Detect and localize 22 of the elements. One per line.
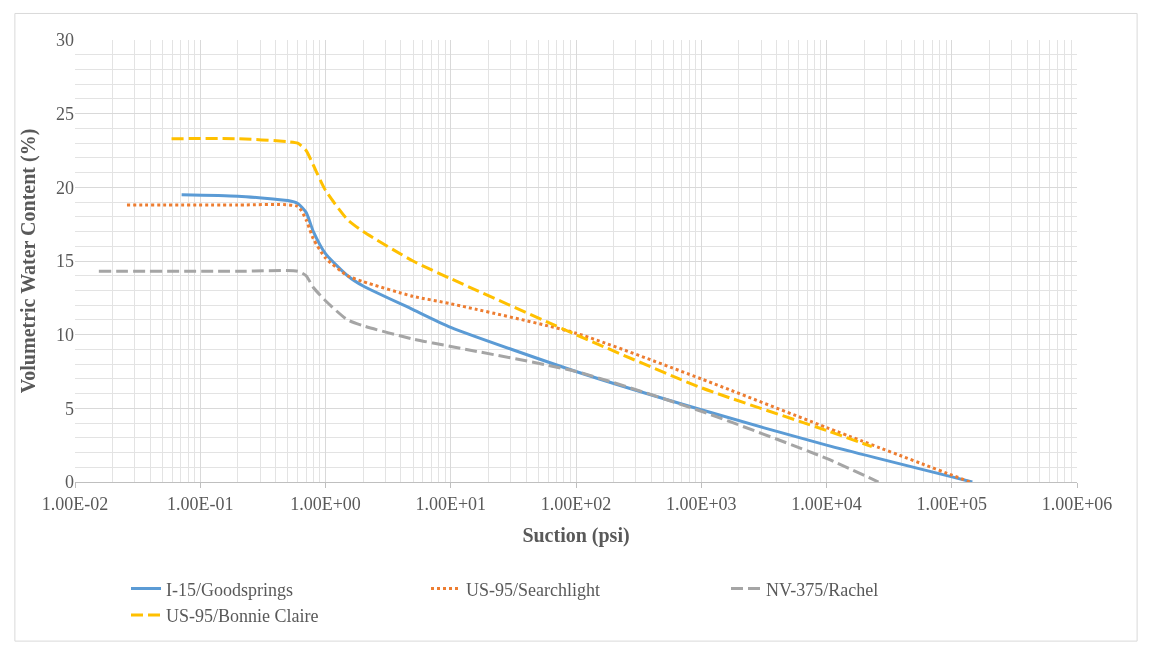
- legend-label: I-15/Goodsprings: [166, 579, 293, 600]
- x-axis-title: Suction (psi): [522, 524, 630, 548]
- y-tick-label: 25: [56, 103, 74, 124]
- x-tick-label: 1.00E+02: [540, 493, 612, 514]
- y-axis-title: Volumetric Water Content (%): [16, 128, 40, 394]
- x-tick-label: 1.00E+06: [1041, 493, 1113, 514]
- x-tick-label: 1.00E-01: [167, 493, 234, 514]
- legend-label: US-95/Searchlight: [466, 579, 600, 600]
- x-tick-label: 1.00E+00: [290, 493, 361, 514]
- y-tick-label: 30: [56, 30, 74, 51]
- legend-label: NV-375/Rachel: [766, 579, 879, 600]
- x-tick-label: 1.00E-02: [41, 493, 109, 514]
- y-tick-label: 0: [65, 472, 74, 493]
- y-tick-label: 10: [56, 324, 74, 345]
- y-tick-label: 5: [65, 398, 74, 419]
- y-tick-label: 15: [56, 251, 74, 272]
- legend-label: US-95/Bonnie Claire: [166, 606, 319, 627]
- x-tick-label: 1.00E+01: [415, 493, 487, 514]
- y-tick-label: 20: [56, 177, 74, 198]
- x-tick-label: 1.00E+03: [665, 493, 737, 514]
- x-tick-label: 1.00E+05: [916, 493, 988, 514]
- x-tick-label: 1.00E+04: [791, 493, 862, 514]
